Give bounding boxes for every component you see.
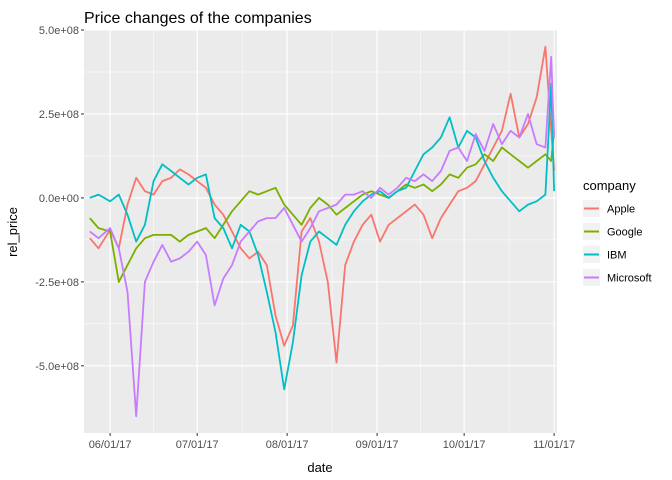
series-line-google [89,130,555,283]
x-axis: 06/01/17 07/01/17 08/01/17 09/01/17 10/01/17… [89,433,575,451]
y-tick-label: 0.0e+00 [39,193,79,205]
x-tick-label: 11/01/17 [533,439,575,451]
series-line-ibm [89,82,555,391]
legend-label: IBM [607,250,627,262]
legend: company Apple Google IBM Microsoft [583,178,652,286]
y-tick-label: -2.5e+08 [35,277,79,289]
series-line-apple [89,45,555,364]
x-tick-label: 08/01/17 [266,439,309,451]
series-line-microsoft [89,56,555,418]
x-tick-label: 07/01/17 [176,439,219,451]
y-axis-title: rel_price [5,207,20,257]
y-tick-label: -5.0e+08 [35,361,79,373]
legend-label: Google [607,227,642,239]
chart-title: Price changes of the companies [84,10,312,27]
x-tick-label: 10/01/17 [443,439,486,451]
series-lines [89,45,555,418]
x-axis-title: date [307,460,332,475]
legend-title: company [583,178,636,193]
plot-panel [84,30,557,433]
legend-label: Apple [607,204,635,216]
legend-label: Microsoft [607,273,652,285]
y-tick-label: 2.5e+08 [39,109,79,121]
x-tick-label: 06/01/17 [89,439,132,451]
y-tick-label: 5.0e+08 [39,25,79,37]
y-axis: 5.0e+08 2.5e+08 0.0e+00 -2.5e+08 -5.0e+08 [35,25,84,373]
x-tick-label: 09/01/17 [356,439,399,451]
